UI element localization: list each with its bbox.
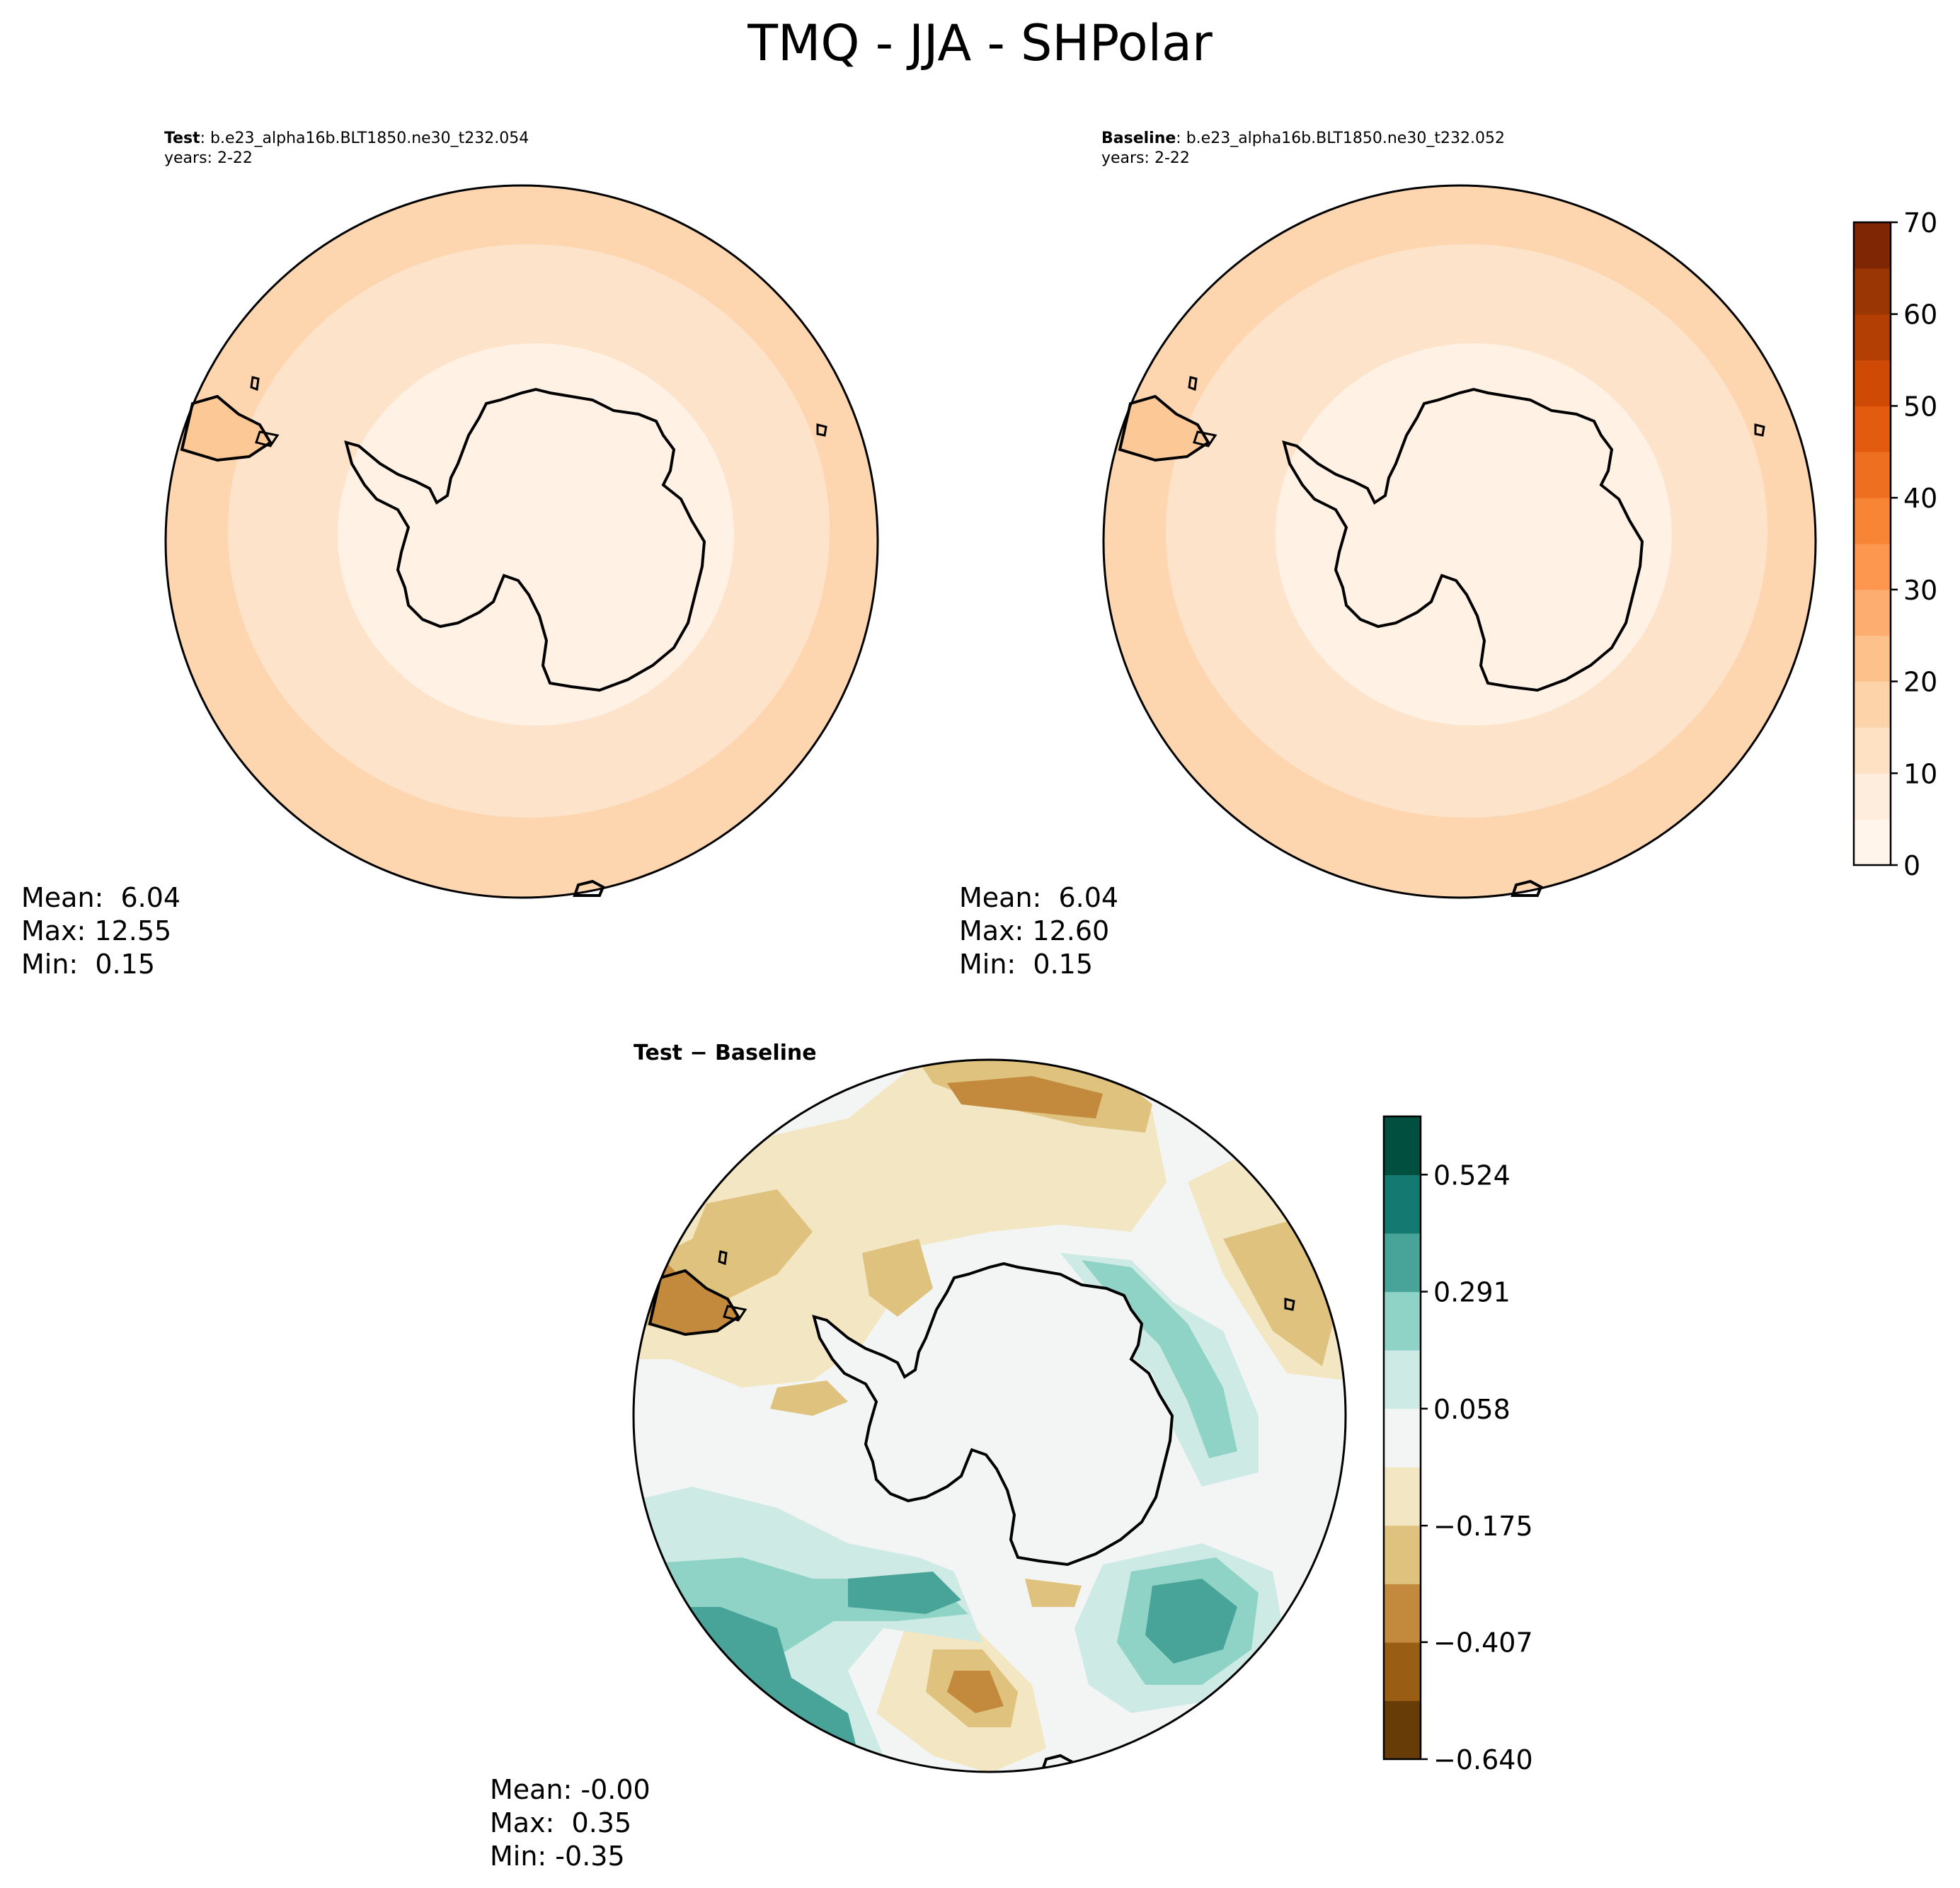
test-south-america (180, 394, 273, 462)
test-kerguelen (816, 423, 827, 437)
baseline-falklands (1193, 430, 1217, 447)
diff-kerguelen (1284, 1298, 1295, 1311)
baseline-min: Min: 0.15 (959, 949, 1093, 980)
diff-colorbar-tick-label: 0.291 (1433, 1277, 1511, 1308)
test-tasmania (573, 879, 605, 897)
diff-island (718, 1250, 728, 1266)
test-falklands (255, 430, 280, 447)
baseline-label: Baseline (1101, 130, 1176, 147)
baseline-tasmania (1511, 879, 1543, 897)
test-max: Max: 12.55 (21, 915, 172, 946)
tmq-colorbar-segment (1854, 727, 1891, 774)
test-island (250, 376, 260, 391)
diff-panel-title: Test − Baseline (634, 1041, 817, 1065)
tmq-colorbar-segment (1854, 406, 1891, 452)
tmq-colorbar-segment (1854, 314, 1891, 361)
diff-region-neg-9 (770, 1380, 848, 1416)
diff-map-border (632, 1058, 1347, 1773)
baseline-years: years: 2-22 (1101, 149, 1190, 167)
diff-colorbar-tick-label: −0.407 (1433, 1627, 1533, 1659)
tmq-colorbar-segment (1854, 498, 1891, 544)
tmq-colorbar-segment (1854, 819, 1891, 866)
tmq-colorbar-segment (1854, 222, 1891, 269)
baseline-map (1102, 184, 1817, 899)
diff-colorbar-segment (1384, 1233, 1421, 1293)
test-case-name: : b.e23_alpha16b.BLT1850.ne30_t232.054 (200, 130, 529, 147)
tmq-colorbar-tick-label: 50 (1903, 391, 1937, 422)
diff-region-pos-6 (848, 1572, 961, 1614)
tmq-colorbar-segment (1854, 268, 1891, 315)
test-years: years: 2-22 (164, 149, 253, 167)
diff-region-pos-12 (664, 1133, 721, 1168)
baseline-kerguelen (1754, 423, 1765, 437)
tmq-colorbar-segment (1854, 544, 1891, 590)
tmq-colorbar-tick-label: 20 (1903, 667, 1937, 698)
baseline-map-border (1102, 184, 1817, 899)
tmq-colorbar-segment (1854, 635, 1891, 682)
diff-colorbar-tick-label: −0.640 (1433, 1744, 1533, 1775)
test-map (164, 184, 879, 899)
test-map-border (164, 184, 879, 899)
diff-colorbar-segment (1384, 1700, 1421, 1760)
test-band-inner (338, 343, 734, 726)
diff-colorbar-frame (1382, 1115, 1422, 1761)
tmq-colorbar-tick-label: 60 (1903, 299, 1937, 331)
tmq-colorbar-segment (1854, 589, 1891, 636)
tmq-colorbar-segment (1854, 681, 1891, 728)
diff-colorbar-segment (1384, 1467, 1421, 1526)
figure-title: TMQ - JJA - SHPolar (747, 14, 1213, 72)
tmq-colorbar-tick-label: 0 (1903, 850, 1920, 881)
diff-colorbar-segment (1384, 1525, 1421, 1584)
diff-colorbar-segment (1384, 1116, 1421, 1176)
diff-region-pos-4 (634, 1642, 728, 1741)
diff-region-neg-13 (1025, 1579, 1082, 1607)
diff-stats: Mean: -0.00 Max: 0.35 Min: -0.35 (490, 1773, 651, 1873)
test-stats: Mean: 6.04 Max: 12.55 Min: 0.15 (21, 881, 180, 981)
diff-colorbar-segment (1384, 1350, 1421, 1409)
diff-colorbar-segment (1384, 1584, 1421, 1643)
tmq-colorbar-segment (1854, 360, 1891, 406)
test-label: Test (164, 130, 200, 147)
baseline-stats: Mean: 6.04 Max: 12.60 Min: 0.15 (959, 881, 1118, 981)
diff-colorbar-segment (1384, 1408, 1421, 1468)
baseline-max: Max: 12.60 (959, 915, 1110, 946)
baseline-island (1188, 376, 1198, 391)
diff-south-america (648, 1269, 740, 1337)
diff-falklands (723, 1305, 747, 1322)
diff-min: Min: -0.35 (490, 1841, 625, 1872)
diff-region-pos-11 (1145, 1579, 1237, 1664)
test-min: Min: 0.15 (21, 949, 155, 980)
diff-region-pos-5 (643, 1657, 706, 1720)
tmq-colorbar-frame (1852, 221, 1892, 866)
baseline-panel-title: Baseline: b.e23_alpha16b.BLT1850.ne30_t2… (1101, 129, 1505, 149)
diff-region-pos-8 (1082, 1260, 1237, 1458)
tmq-colorbar-tick-label: 10 (1903, 758, 1937, 789)
tmq-colorbar-tick-label: 40 (1903, 483, 1937, 514)
diff-region-neg-7 (862, 1239, 933, 1317)
test-mean: Mean: 6.04 (21, 882, 181, 913)
diff-colorbar-tick-label: 0.524 (1433, 1160, 1511, 1191)
baseline-mean: Mean: 6.04 (959, 882, 1119, 913)
tmq-colorbar-tick-label: 70 (1903, 207, 1937, 239)
baseline-case-name: : b.e23_alpha16b.BLT1850.ne30_t232.052 (1176, 130, 1505, 147)
tmq-colorbar-segment (1854, 773, 1891, 820)
diff-region-neg-5 (947, 1076, 1103, 1119)
tmq-colorbar-segment (1854, 452, 1891, 498)
test-panel-title: Test: b.e23_alpha16b.BLT1850.ne30_t232.0… (164, 129, 529, 149)
diff-colorbar-segment (1384, 1174, 1421, 1234)
diff-region-neg-1 (634, 1060, 1167, 1388)
diff-region-neg-12 (947, 1671, 1004, 1713)
tmq-colorbar: 0 10 20 30 40 50 60 70 (1852, 207, 1937, 881)
baseline-band-inner (1276, 343, 1672, 726)
diff-map (632, 1058, 1347, 1773)
baseline-south-america (1118, 394, 1210, 462)
diff-colorbar-segment (1384, 1642, 1421, 1701)
diff-max: Max: 0.35 (490, 1807, 632, 1838)
diff-colorbar-tick-label: −0.175 (1433, 1511, 1533, 1542)
diff-colorbar-segment (1384, 1291, 1421, 1351)
diff-colorbar-tick-label: 0.058 (1433, 1394, 1511, 1425)
diff-mean: Mean: -0.00 (490, 1774, 651, 1805)
tmq-colorbar-tick-label: 30 (1903, 575, 1937, 606)
diff-colorbar: −0.640 −0.407 −0.175 0.058 0.291 0.524 (1382, 1115, 1533, 1775)
